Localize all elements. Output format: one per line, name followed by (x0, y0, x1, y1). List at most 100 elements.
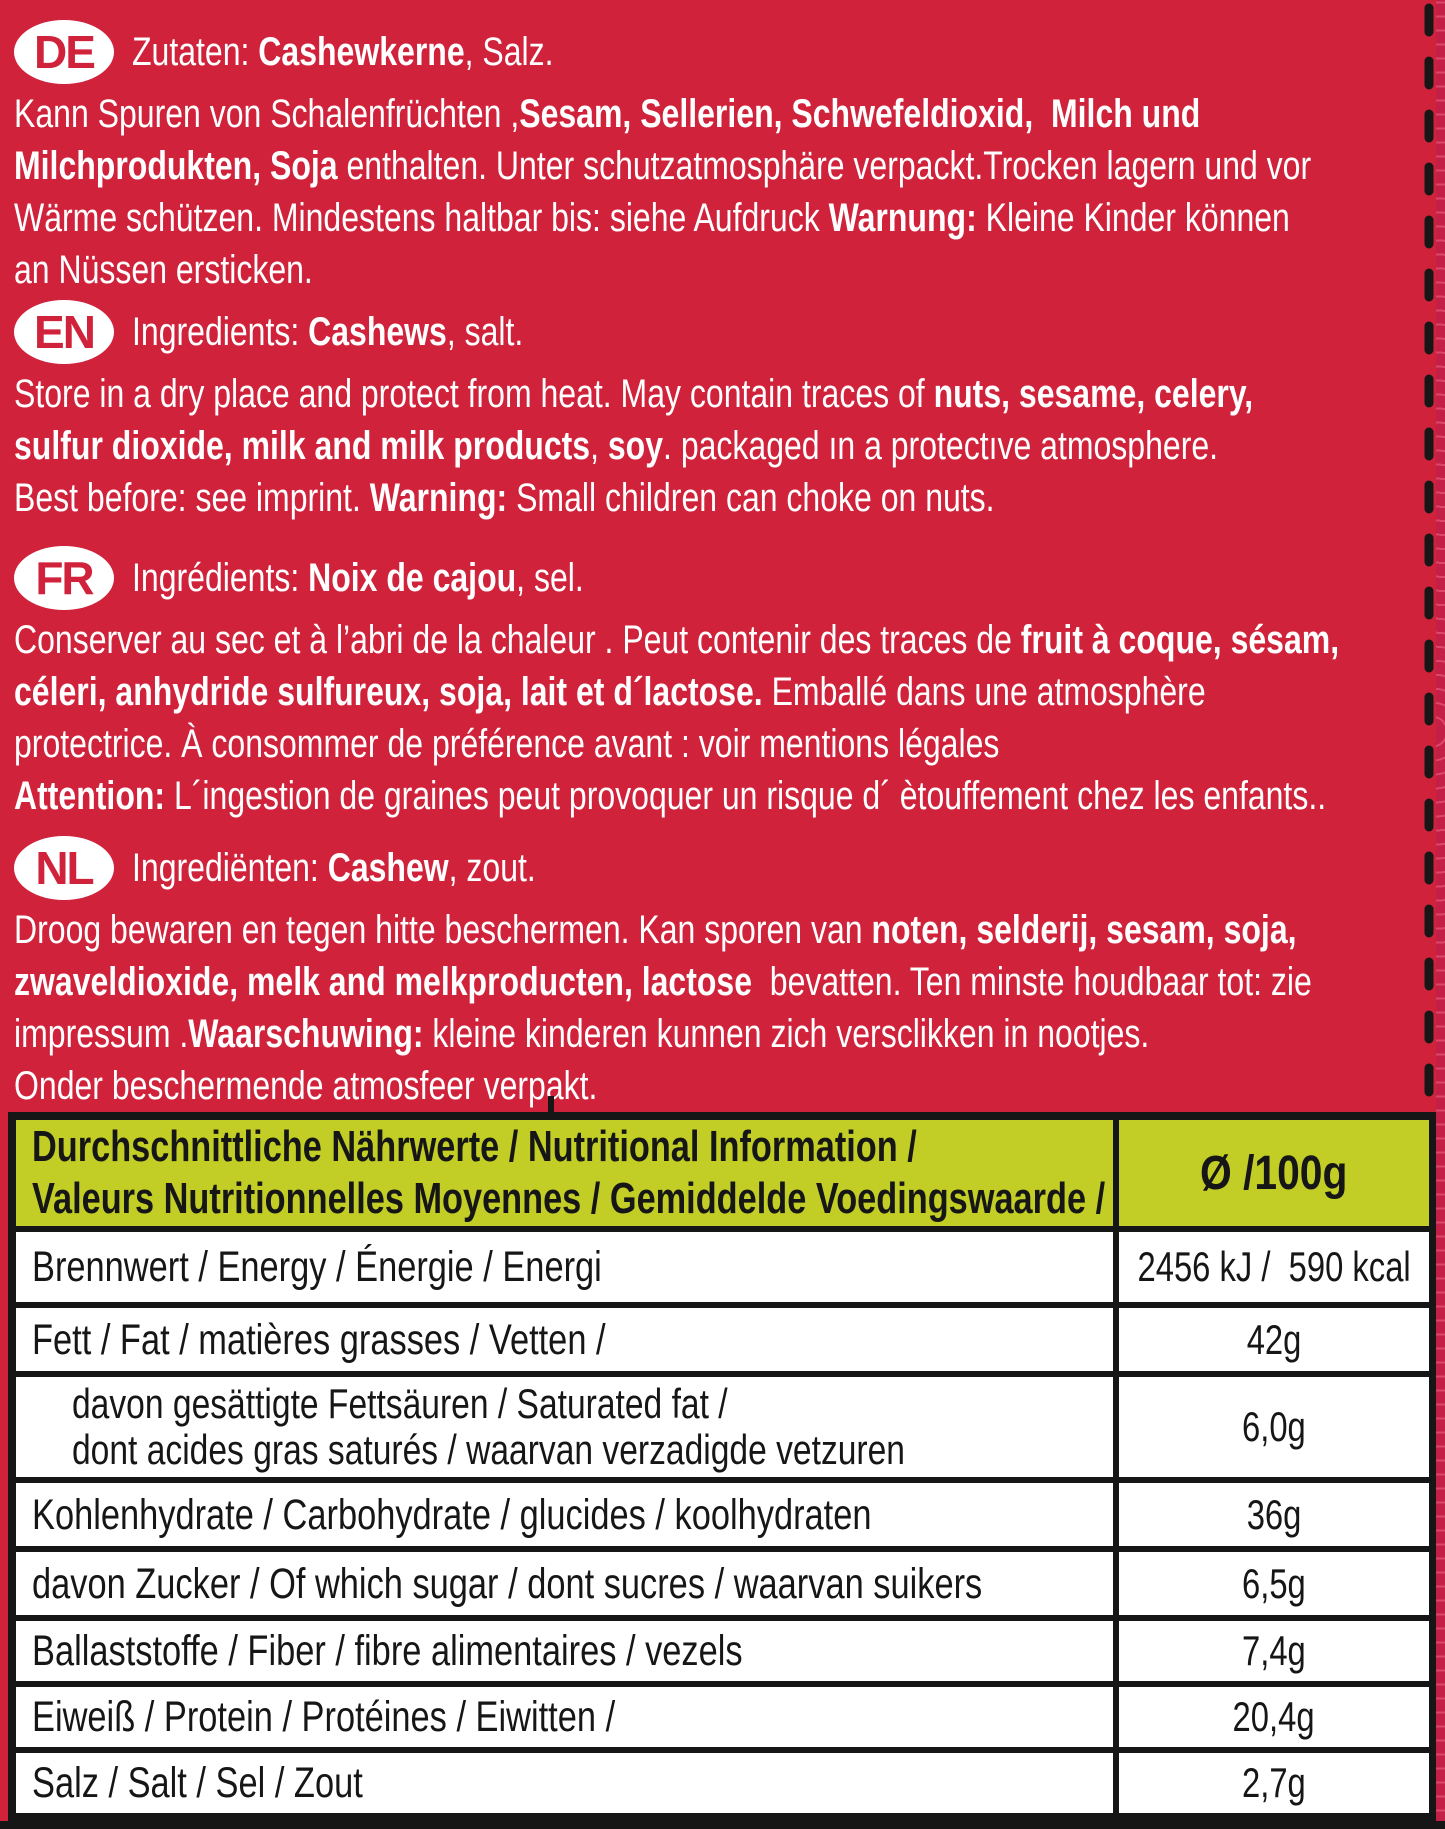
text-line: DE Zutaten: Cashewkerne, Salz. (14, 18, 1424, 86)
text-segment: Ingredients: (132, 310, 309, 354)
package-edge-pattern (1436, 0, 1445, 1829)
nutrient-value-cell: 42g (1119, 1308, 1429, 1371)
nutrient-label-cell: Eiweiß / Protein / Protéines / Eiwitten … (16, 1687, 1113, 1747)
nutrient-value-cell: 20,4g (1119, 1687, 1429, 1747)
text-segment: Zutaten: (132, 30, 259, 74)
text-line: Best before: see imprint. Warning: Small… (14, 472, 1424, 524)
line-text: Conserver au sec et à l’abri de la chale… (14, 614, 1339, 666)
nutrient-label: Salz / Salt / Sel / Zout (32, 1759, 363, 1807)
text-line: zwaveldioxide, melk and melkproducten, l… (14, 956, 1424, 1008)
text-segment: , (590, 424, 608, 468)
table-header-line2: Valeurs Nutritionnelles Moyennes / Gemid… (32, 1173, 1106, 1223)
section-de: DE Zutaten: Cashewkerne, Salz. Kann Spuren… (14, 18, 1424, 296)
nutrient-value: 36g (1246, 1490, 1302, 1538)
nutrient-label: davon gesättigte Fettsäuren / Saturated … (72, 1380, 728, 1427)
table-header-per100g: Ø /100g (1119, 1120, 1429, 1226)
section-nl: NL Ingrediënten: Cashew, zout. Droog bewar… (14, 834, 1424, 1112)
nutrient-value-cell: 6,0g (1119, 1377, 1429, 1477)
nutrient-label-line2: dont acides gras saturés / waarvan verza… (72, 1426, 905, 1473)
text-segment: L´ingestion de graines peut provoquer un… (165, 774, 1327, 818)
text-segment: Emballé dans une atmosphère (762, 670, 1206, 714)
text-segment: , sel. (516, 556, 584, 600)
section-en: EN Ingredients: Cashews, salt. Store in a … (14, 298, 1424, 524)
text-line: an Nüssen ersticken. (14, 244, 1424, 296)
nutrient-value-cell: 2456 kJ / 590 kcal (1119, 1232, 1429, 1302)
perforation-dashed-line (1424, 3, 1434, 1112)
text-segment: Best before: see imprint. (14, 476, 370, 520)
nutrient-label-cell: davon gesättigte Fettsäuren / Saturated … (16, 1377, 1113, 1477)
text-segment: , salt. (446, 310, 524, 354)
text-segment: céleri, anhydride sulfureux, soja, lait … (14, 670, 763, 714)
text-line: Milchprodukten, Soja enthalten. Unter sc… (14, 140, 1424, 192)
line-text: Ingrediënten: Cashew, zout. (132, 842, 536, 894)
nutrient-label: Eiweiß / Protein / Protéines / Eiwitten … (32, 1693, 616, 1741)
bottom-edge-bar (0, 1821, 1445, 1829)
line-text: Zutaten: Cashewkerne, Salz. (132, 26, 554, 78)
nutrient-label: Brennwert / Energy / Énergie / Energi (32, 1243, 602, 1291)
nutrient-label-cell: Brennwert / Energy / Énergie / Energi (16, 1232, 1113, 1302)
language-badge-en: EN (14, 300, 114, 364)
text-segment: Cashews (308, 310, 447, 354)
text-segment: Store in a dry place and protect from he… (14, 372, 934, 416)
nutrient-value: 2456 kJ / 590 kcal (1137, 1243, 1411, 1290)
text-line: EN Ingredients: Cashews, salt. (14, 298, 1424, 366)
table-header-line1: Durchschnittliche Nährwerte / Nutritiona… (32, 1122, 917, 1172)
text-segment: . packaged ın a protectıve atmosphere. (663, 424, 1219, 468)
nutrient-label-cell: Kohlenhydrate / Carbohydrate / glucides … (16, 1483, 1113, 1546)
line-text: Milchprodukten, Soja enthalten. Unter sc… (14, 140, 1311, 192)
text-segment: Cashewkerne (258, 30, 465, 74)
text-segment: fruit à coque, sésam, (1020, 618, 1340, 662)
section-fr: FR Ingrédients: Noix de cajou, sel. Conser… (14, 544, 1424, 822)
nutrient-label-cell: Ballaststoffe / Fiber / fibre alimentair… (16, 1621, 1113, 1681)
nutrient-label: Kohlenhydrate / Carbohydrate / glucides … (32, 1490, 872, 1539)
text-segment: Noix de cajou (308, 556, 517, 600)
text-line: Wärme schützen. Mindestens haltbar bis: … (14, 192, 1424, 244)
print-mark (548, 1096, 554, 1112)
text-line: Attention: L´ingestion de graines peut p… (14, 770, 1424, 822)
language-badge-de: DE (14, 20, 114, 84)
text-segment: protectrice. À consommer de préférence a… (14, 722, 1000, 766)
nutrient-value: 2,7g (1242, 1759, 1306, 1806)
text-segment: , zout. (448, 846, 536, 890)
text-segment: an Nüssen ersticken. (14, 248, 313, 292)
text-line: NL Ingrediënten: Cashew, zout. (14, 834, 1424, 902)
line-text: Onder beschermende atmosfeer verpakt. (14, 1060, 597, 1112)
nutrient-value-cell: 7,4g (1119, 1621, 1429, 1681)
text-segment: Milchprodukten, Soja (14, 144, 338, 188)
text-segment: Kann Spuren von Schalenfrüchten , (14, 92, 520, 136)
text-segment: Waarschuwing: (188, 1012, 424, 1056)
text-line: Kann Spuren von Schalenfrüchten ,Sesam, … (14, 88, 1424, 140)
text-line: céleri, anhydride sulfureux, soja, lait … (14, 666, 1424, 718)
nutrient-label-cell: Fett / Fat / matières grasses / Vetten / (16, 1308, 1113, 1371)
text-segment: Cashew (327, 846, 449, 890)
nutrient-value-cell: 2,7g (1119, 1753, 1429, 1813)
text-segment: Droog bewaren en tegen hitte beschermen.… (14, 908, 872, 952)
nutrient-value: 7,4g (1242, 1627, 1306, 1674)
nutrient-label: Fett / Fat / matières grasses / Vetten / (32, 1315, 606, 1364)
line-text: sulfur dioxide, milk and milk products, … (14, 420, 1218, 472)
text-segment: noten, selderij, sesam, soja, (871, 908, 1297, 952)
nutrient-value: 6,0g (1242, 1403, 1306, 1450)
nutrient-label-cell: Salz / Salt / Sel / Zout (16, 1753, 1113, 1813)
per-100g-label: Ø /100g (1200, 1146, 1348, 1200)
text-line: FR Ingrédients: Noix de cajou, sel. (14, 544, 1424, 612)
text-line: sulfur dioxide, milk and milk products, … (14, 420, 1424, 472)
text-segment: , Salz. (464, 30, 554, 74)
line-text: Droog bewaren en tegen hitte beschermen.… (14, 904, 1297, 956)
line-text: Ingredients: Cashews, salt. (132, 306, 523, 358)
text-segment: Ingrediënten: (132, 846, 328, 890)
text-segment: kleine kinderen kunnen zich versclikken … (423, 1012, 1150, 1056)
line-text: Wärme schützen. Mindestens haltbar bis: … (14, 192, 1290, 244)
text-segment: enthalten. Unter schutzatmosphäre verpac… (337, 144, 1312, 188)
nutrient-value: 20,4g (1232, 1693, 1315, 1740)
text-segment: Ingrédients: (132, 556, 309, 600)
text-segment: Kleine Kinder können (976, 196, 1290, 240)
language-badge-fr: FR (14, 546, 114, 610)
text-segment: zwaveldioxide, melk and melkproducten, l… (14, 960, 753, 1004)
nutrient-label: Ballaststoffe / Fiber / fibre alimentair… (32, 1627, 743, 1675)
text-segment: Onder beschermende atmosfeer verpakt. (14, 1064, 598, 1108)
text-line: impressum .Waarschuwing: kleine kinderen… (14, 1008, 1424, 1060)
line-text: Best before: see imprint. Warning: Small… (14, 472, 995, 524)
line-text: céleri, anhydride sulfureux, soja, lait … (14, 666, 1206, 718)
